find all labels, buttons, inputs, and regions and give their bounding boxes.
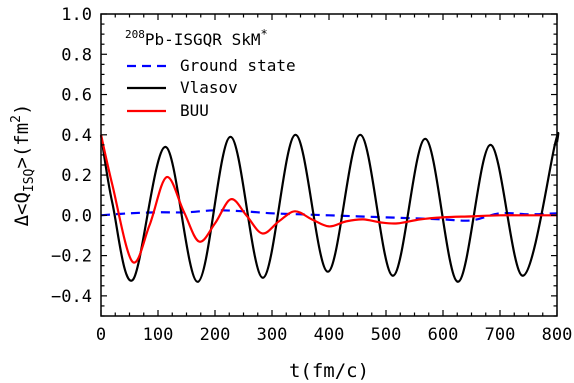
y-tick-label: 0.8 bbox=[61, 45, 92, 65]
x-tick-label: 200 bbox=[200, 325, 231, 345]
y-tick-label: −0.4 bbox=[51, 287, 92, 307]
series-line-vlasov bbox=[99, 132, 560, 283]
x-tick-label: 700 bbox=[485, 325, 516, 345]
y-tick-label: 0.2 bbox=[61, 166, 92, 186]
x-tick-label: 400 bbox=[314, 325, 345, 345]
series-line-buu bbox=[99, 134, 557, 264]
y-axis-label: Δ<QISQ>(fm2) bbox=[9, 104, 37, 227]
plot-area bbox=[99, 132, 560, 283]
x-tick-label: 600 bbox=[428, 325, 459, 345]
y-tick-label: 1.0 bbox=[61, 5, 92, 25]
legend: 208Pb-ISGQR SkM* Ground state Vlasov BUU bbox=[125, 27, 296, 120]
x-tick-label: 300 bbox=[257, 325, 288, 345]
y-tick-label: 0.6 bbox=[61, 86, 92, 106]
x-tick-label: 800 bbox=[542, 325, 573, 345]
legend-title: 208Pb-ISGQR SkM* bbox=[125, 27, 268, 49]
y-tick-label: −0.2 bbox=[51, 247, 92, 267]
axes: 0 100 200 300 400 500 600 700 800 −0.4 −0.2 0.0 0.2 0… bbox=[9, 5, 572, 382]
x-tick-label: 500 bbox=[371, 325, 402, 345]
legend-label-ground-state: Ground state bbox=[180, 56, 296, 75]
legend-label-buu: BUU bbox=[180, 101, 209, 120]
x-axis-label: t(fm/c) bbox=[289, 360, 369, 382]
series-line-ground-state bbox=[100, 209, 558, 222]
legend-label-vlasov: Vlasov bbox=[180, 78, 238, 97]
y-tick-label: 0.4 bbox=[61, 126, 92, 146]
x-tick-label: 100 bbox=[143, 325, 174, 345]
x-tick-label: 0 bbox=[96, 325, 106, 345]
y-tick-label: 0.0 bbox=[61, 206, 92, 226]
